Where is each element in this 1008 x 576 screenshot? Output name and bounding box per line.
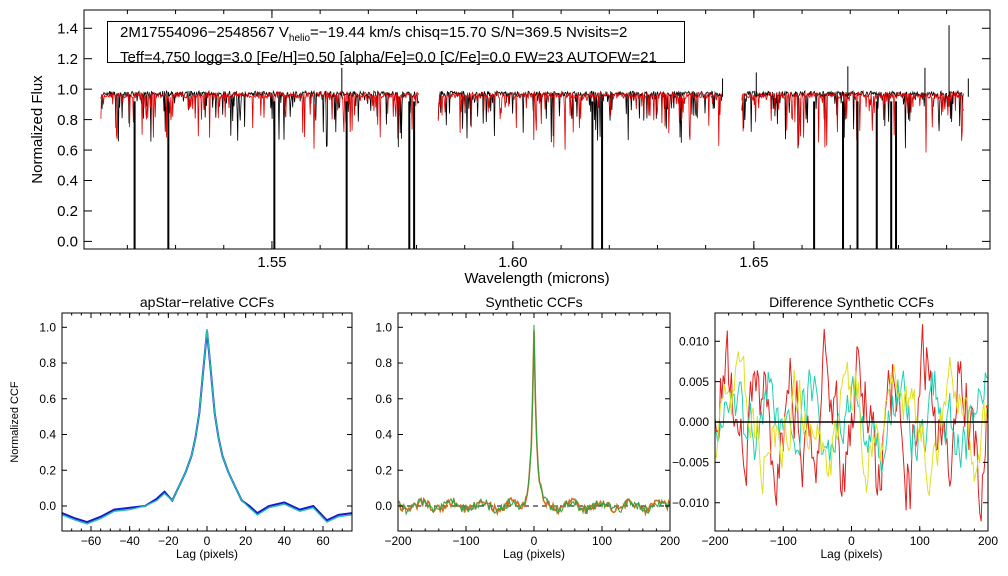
axes-frame xyxy=(83,9,991,250)
x-tick-label: 20 xyxy=(239,534,253,548)
y-tick-label: 1.0 xyxy=(375,320,392,334)
spectrum-info-box: 2M17554096−2548567 Vhelio=−19.44 km/s ch… xyxy=(107,21,685,66)
x-tick-label: −200 xyxy=(701,534,728,548)
info-line-1-rest: =−19.44 km/s chisq=15.70 S/N=369.5 Nvisi… xyxy=(310,24,628,41)
y-tick-label: 0.6 xyxy=(375,392,392,406)
y-tick-label: 0.4 xyxy=(57,173,78,190)
x-tick-label: −40 xyxy=(119,534,140,548)
panel-title: apStar−relative CCFs xyxy=(140,294,274,310)
x-axis-label: Lag (pixels) xyxy=(503,547,565,561)
ccf-series-0 xyxy=(62,330,352,524)
x-tick-label: −200 xyxy=(384,534,411,548)
y-tick-label: 1.2 xyxy=(57,51,78,68)
spectrum-model-chip-1 xyxy=(437,90,723,150)
info-line-1: 2M17554096−2548567 Vhelio=−19.44 km/s ch… xyxy=(120,23,684,48)
panel-title: Difference Synthetic CCFs xyxy=(769,294,934,310)
info-line-2: Teff=4,750 logg=3.0 [Fe/H]=0.50 [alpha/F… xyxy=(120,49,657,66)
x-axis-label: Wavelength (microns) xyxy=(464,270,609,287)
x-tick-label: 200 xyxy=(978,534,998,548)
info-helio-sub: helio xyxy=(288,33,311,44)
y-tick-label: 0.6 xyxy=(39,392,56,406)
y-tick-label: −0.005 xyxy=(672,456,709,470)
difference-ccf-2 xyxy=(715,351,988,497)
panel-title: Synthetic CCFs xyxy=(485,294,582,310)
x-tick-label: −100 xyxy=(452,534,479,548)
x-tick-label: 0 xyxy=(204,534,211,548)
synthetic-ccf-1 xyxy=(398,324,670,516)
spectrum-model-chip-2 xyxy=(741,90,964,153)
spectrum-model-chip-0 xyxy=(100,90,420,149)
chart-panel-2: −200 −100 0 100 200 0.0 0.2 0.4 0.6 0.8 1.0 Synthet… xyxy=(375,294,680,561)
y-tick-label: 0.2 xyxy=(57,203,78,220)
y-tick-label: 0.8 xyxy=(39,356,56,370)
spectrum-observed-chip-2 xyxy=(741,89,964,149)
y-tick-label: 0.010 xyxy=(679,334,709,348)
x-tick-label: 40 xyxy=(278,534,292,548)
y-tick-label: 0.6 xyxy=(57,142,78,159)
y-tick-label: 0.000 xyxy=(679,415,709,429)
x-tick-label: 60 xyxy=(316,534,330,548)
x-axis-label: Lag (pixels) xyxy=(820,547,882,561)
y-tick-label: 1.0 xyxy=(39,320,56,334)
ccf-series-1 xyxy=(62,329,352,525)
plot-area xyxy=(715,324,988,522)
synthetic-ccf-0 xyxy=(398,330,670,517)
x-tick-label: 200 xyxy=(660,534,680,548)
y-tick-label: 0.0 xyxy=(39,499,56,513)
y-tick-label: 0.8 xyxy=(375,356,392,370)
chart-panel-0: 1.55 1.60 1.65 0.0 0.2 0.4 0.6 0.8 1.0 1.2 1.4 Wave… xyxy=(29,9,991,287)
y-tick-label: 1.0 xyxy=(57,81,78,98)
y-tick-label: 0.005 xyxy=(679,375,709,389)
y-tick-label: 0.4 xyxy=(375,428,392,442)
axes-frame xyxy=(61,312,353,532)
x-tick-label: −100 xyxy=(770,534,797,548)
y-axis-label: Normalized CCF xyxy=(9,381,21,463)
chart-panel-1: −60 −40 −20 0 20 40 60 0.0 0.2 0.4 0.6 0.8 1.0 apStar… xyxy=(9,294,353,561)
chart-panel-3: −200 −100 0 100 200 −0.010 −0.005 0.000 0.005 0.0… xyxy=(672,294,998,561)
y-tick-label: 0.0 xyxy=(57,234,78,251)
x-tick-label: −20 xyxy=(158,534,179,548)
x-tick-label: 100 xyxy=(910,534,930,548)
y-axis-label: Normalized Flux xyxy=(29,75,46,184)
y-tick-label: 0.2 xyxy=(39,463,56,477)
difference-ccf-0 xyxy=(715,324,988,522)
y-tick-label: 0.4 xyxy=(39,428,56,442)
y-tick-label: 0.0 xyxy=(375,499,392,513)
y-tick-label: 0.2 xyxy=(375,463,392,477)
plot-area xyxy=(62,329,352,525)
x-tick-label: 100 xyxy=(592,534,612,548)
x-tick-label: 1.60 xyxy=(498,254,527,271)
y-tick-label: 0.8 xyxy=(57,112,78,129)
x-tick-label: 0 xyxy=(848,534,855,548)
info-star-id: 2M17554096−2548567 V xyxy=(120,24,289,41)
y-tick-label: 1.4 xyxy=(57,21,78,38)
x-tick-label: −60 xyxy=(81,534,102,548)
x-tick-label: 1.55 xyxy=(257,254,286,271)
y-tick-label: −0.010 xyxy=(672,496,709,510)
plot-area xyxy=(100,25,969,249)
x-tick-label: 0 xyxy=(531,534,538,548)
x-tick-label: 1.65 xyxy=(739,254,768,271)
plot-area xyxy=(398,324,670,517)
x-axis-label: Lag (pixels) xyxy=(176,547,238,561)
